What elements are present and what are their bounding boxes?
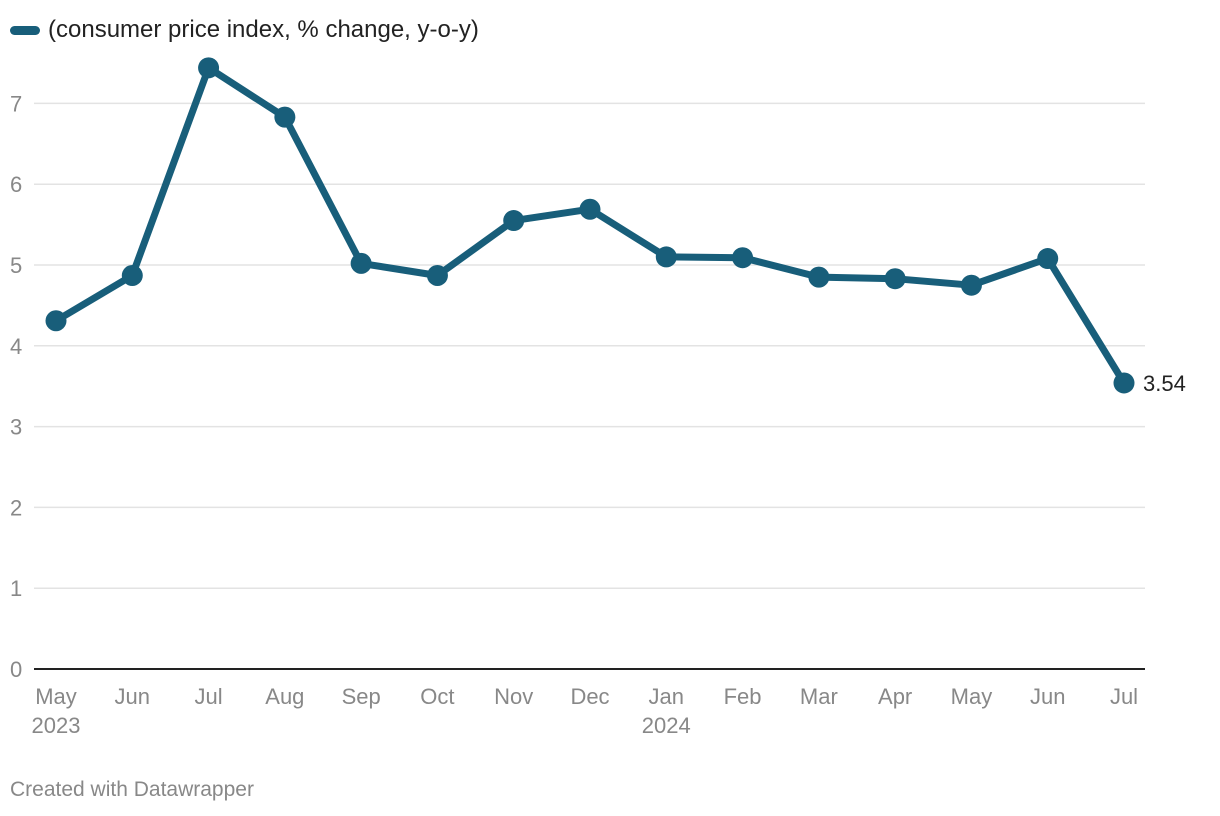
legend: (consumer price index, % change, y-o-y) xyxy=(10,14,479,46)
data-point xyxy=(350,252,372,274)
x-tick-label: Dec xyxy=(570,684,609,709)
data-point xyxy=(503,210,525,232)
data-point xyxy=(655,246,677,268)
x-tick-label: Apr xyxy=(878,684,912,709)
x-tick-label: Feb xyxy=(724,684,762,709)
data-label: 3.54 xyxy=(1143,371,1186,396)
data-point xyxy=(198,57,220,79)
data-point xyxy=(45,310,67,332)
x-year-label: 2024 xyxy=(642,713,691,738)
data-point xyxy=(426,265,448,287)
x-tick-label: Aug xyxy=(265,684,304,709)
x-tick-label: Nov xyxy=(494,684,533,709)
series-line xyxy=(52,64,1128,387)
legend-swatch xyxy=(10,25,40,35)
x-tick-label: Jun xyxy=(115,684,150,709)
x-tick-label: Sep xyxy=(342,684,381,709)
y-tick-label: 2 xyxy=(10,495,22,520)
data-point xyxy=(884,268,906,290)
x-tick-label: Jan xyxy=(649,684,684,709)
y-tick-label: 3 xyxy=(10,415,22,440)
data-point xyxy=(274,106,296,128)
x-tick-label: May xyxy=(951,684,993,709)
x-tick-label: Mar xyxy=(800,684,838,709)
x-year-label: 2023 xyxy=(32,713,81,738)
x-tick-label: May xyxy=(35,684,77,709)
x-tick-label: Oct xyxy=(420,684,454,709)
y-tick-label: 6 xyxy=(10,172,22,197)
legend-label: (consumer price index, % change, y-o-y) xyxy=(48,16,479,43)
y-tick-label: 0 xyxy=(10,657,22,682)
y-tick-label: 1 xyxy=(10,576,22,601)
x-tick-label: Jun xyxy=(1030,684,1065,709)
data-point xyxy=(1037,248,1059,270)
data-point xyxy=(960,274,982,296)
x-tick-label: Jul xyxy=(195,684,223,709)
x-tick-label: Jul xyxy=(1110,684,1138,709)
data-point xyxy=(121,265,143,287)
data-point xyxy=(732,247,754,269)
data-point xyxy=(579,198,601,220)
data-point xyxy=(1113,372,1135,394)
y-tick-label: 4 xyxy=(10,334,22,359)
y-tick-label: 5 xyxy=(10,253,22,278)
footer-credit: Created with Datawrapper xyxy=(10,778,254,801)
y-tick-label: 7 xyxy=(10,91,22,116)
data-point xyxy=(808,266,830,288)
